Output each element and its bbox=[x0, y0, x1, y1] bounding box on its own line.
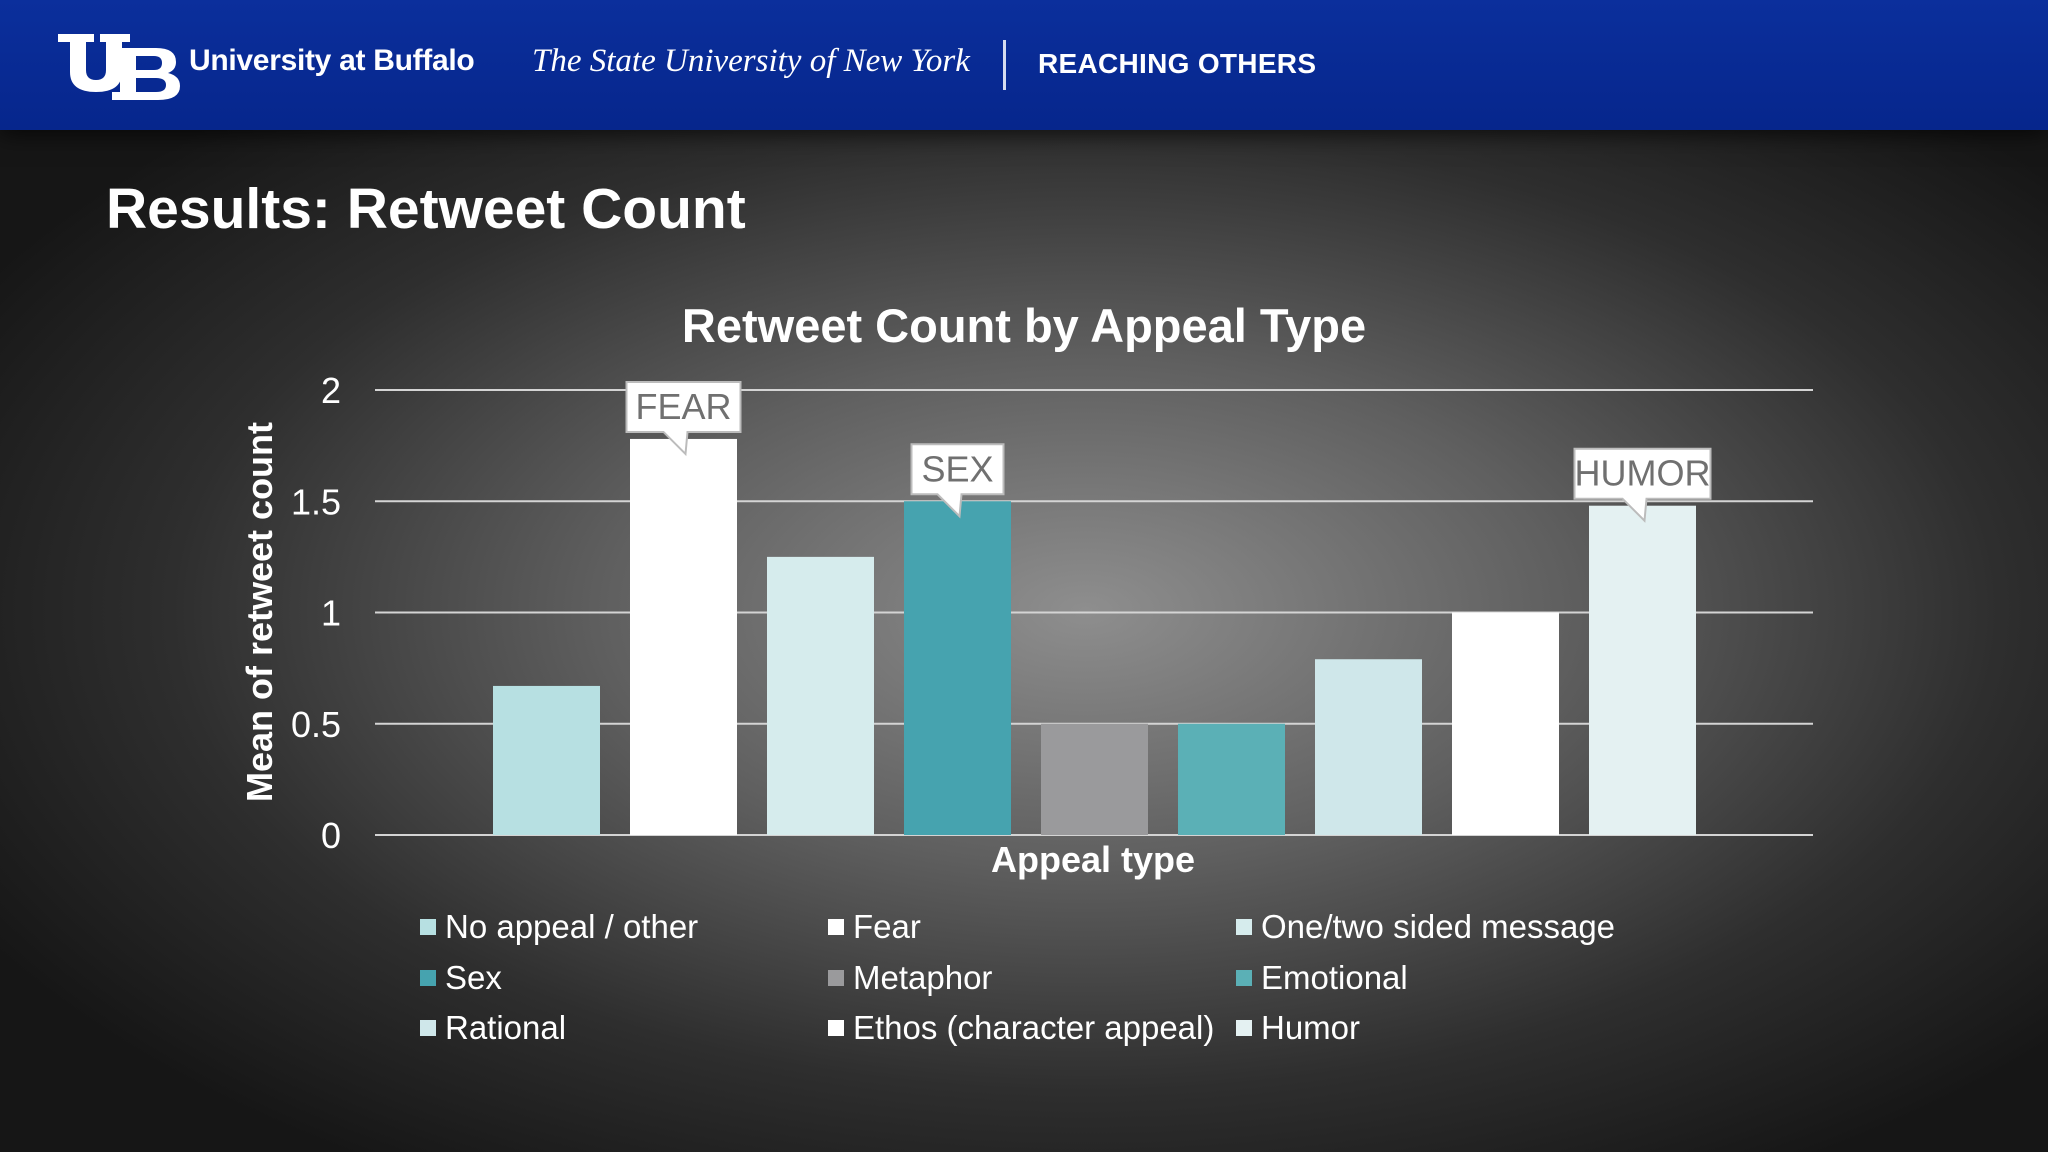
callout-sex: SEX bbox=[910, 443, 1005, 519]
header-tagline: REACHING OTHERS bbox=[1038, 48, 1317, 79]
header-bar: University at Buffalo The State Universi… bbox=[0, 0, 2048, 130]
y-tick-label: 2 bbox=[321, 370, 341, 411]
x-axis-label: Appeal type bbox=[991, 839, 1195, 880]
legend-label: Ethos (character appeal) bbox=[853, 1009, 1215, 1046]
legend-label: Sex bbox=[445, 959, 502, 996]
bar-one-two-sided-message bbox=[767, 556, 874, 835]
university-subtitle: The State University of New York bbox=[532, 43, 970, 79]
y-tick-label: 1.5 bbox=[291, 481, 341, 522]
ub-logo-icon bbox=[58, 34, 180, 100]
legend-swatch bbox=[828, 919, 844, 935]
callout-fear: FEAR bbox=[625, 380, 742, 457]
legend-label: Metaphor bbox=[853, 959, 993, 996]
legend-item: Ethos (character appeal) bbox=[828, 1009, 1214, 1047]
y-tick-label: 0.5 bbox=[291, 704, 341, 745]
slide-title: Results: Retweet Count bbox=[106, 177, 746, 241]
callout-bubble bbox=[625, 380, 742, 457]
bar-rational bbox=[1315, 659, 1422, 835]
bar-emotional bbox=[1178, 723, 1285, 835]
legend-item: Fear bbox=[828, 908, 921, 946]
legend-label: Emotional bbox=[1261, 959, 1408, 996]
legend-item: Sex bbox=[420, 959, 502, 997]
legend-item: Humor bbox=[1236, 1009, 1360, 1047]
header-divider bbox=[1003, 40, 1006, 90]
y-axis-label: Mean of retweet count bbox=[239, 422, 280, 802]
legend-label: Humor bbox=[1261, 1009, 1361, 1046]
legend-swatch bbox=[1236, 970, 1252, 986]
callout-bubble bbox=[910, 443, 1005, 519]
legend-label: Fear bbox=[853, 908, 921, 945]
callout-humor: HUMOR bbox=[1573, 447, 1712, 523]
chart-bars bbox=[493, 438, 1696, 835]
legend-swatch bbox=[1236, 1020, 1252, 1036]
chart-callouts: FEAR SEX HUMOR bbox=[625, 380, 1712, 523]
y-tick-label: 1 bbox=[321, 593, 341, 634]
legend-swatch bbox=[420, 970, 436, 986]
callout-bubble bbox=[1573, 447, 1712, 523]
bar-ethos-character-appeal bbox=[1452, 612, 1559, 835]
bar-no-appeal-other bbox=[493, 685, 600, 835]
legend-label: One/two sided message bbox=[1261, 908, 1616, 945]
bar-fear bbox=[630, 438, 737, 835]
legend-label: Rational bbox=[445, 1009, 567, 1046]
bar-humor bbox=[1589, 505, 1696, 835]
legend-item: Rational bbox=[420, 1009, 566, 1047]
legend-swatch bbox=[420, 1020, 436, 1036]
legend-swatch bbox=[1236, 919, 1252, 935]
legend-item: Emotional bbox=[1236, 959, 1408, 997]
chart-legend: No appeal / other Fear One/two sided messa… bbox=[420, 908, 1720, 1068]
y-axis-ticks: 0 0.5 1 1.5 2 bbox=[291, 370, 341, 856]
bar-sex bbox=[904, 501, 1011, 835]
chart-title: Retweet Count by Appeal Type bbox=[682, 299, 1366, 352]
bar-metaphor bbox=[1041, 723, 1148, 835]
callout-label: SEX bbox=[921, 448, 993, 489]
legend-swatch bbox=[420, 919, 436, 935]
legend-item: One/two sided message bbox=[1236, 908, 1615, 946]
university-name: University at Buffalo bbox=[189, 44, 475, 77]
y-tick-label: 0 bbox=[321, 815, 341, 856]
legend-item: Metaphor bbox=[828, 959, 992, 997]
legend-swatch bbox=[828, 970, 844, 986]
legend-item: No appeal / other bbox=[420, 908, 698, 946]
legend-label: No appeal / other bbox=[445, 908, 699, 945]
legend-swatch bbox=[828, 1020, 844, 1036]
callout-label: HUMOR bbox=[1575, 453, 1711, 494]
callout-label: FEAR bbox=[635, 386, 731, 427]
